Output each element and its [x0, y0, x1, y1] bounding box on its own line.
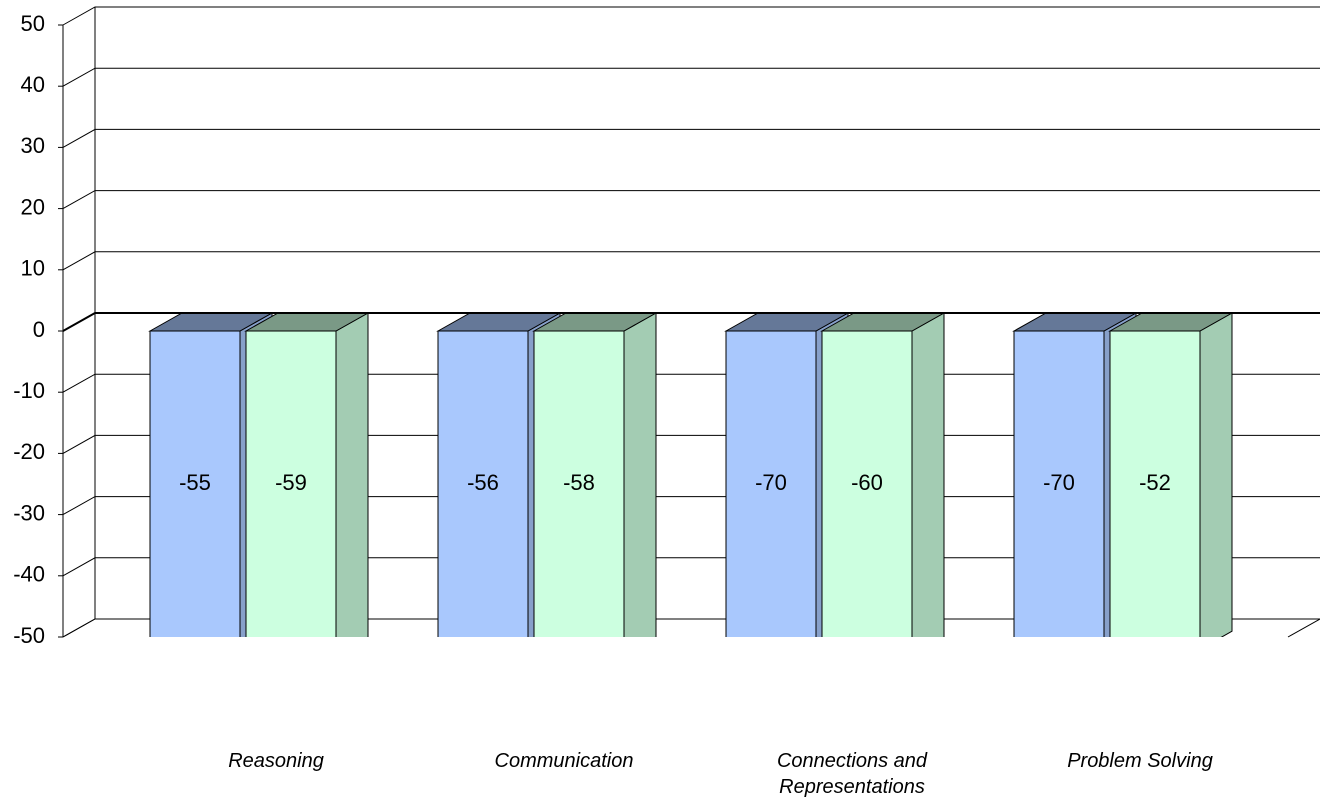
bar-side: [335, 312, 369, 637]
bar: [1109, 330, 1201, 637]
value-label: -59: [275, 470, 307, 495]
value-label: -60: [851, 470, 883, 495]
y-tick-label: -10: [13, 378, 45, 403]
grid-line: [62, 190, 1320, 210]
x-tick-label: Reasoning: [228, 750, 324, 772]
value-label: -70: [1043, 470, 1075, 495]
grid-line: [62, 128, 1320, 148]
value-label: -56: [467, 470, 499, 495]
y-tick-label: -30: [13, 500, 45, 525]
grid-line: [62, 6, 1320, 26]
bar: [437, 330, 529, 637]
y-tick-label: 0: [33, 317, 45, 342]
bar: [821, 330, 913, 637]
y-tick-label: -20: [13, 439, 45, 464]
y-tick-label: 30: [21, 133, 45, 158]
value-label: -70: [755, 470, 787, 495]
grid-line: [62, 67, 1320, 87]
x-tick-label: Communication: [494, 750, 634, 772]
bars: [148, 312, 1234, 637]
bar-side: [911, 312, 945, 637]
y-tick-label: -50: [13, 623, 45, 648]
bar-side: [1199, 312, 1233, 637]
bar: [725, 330, 817, 637]
value-label: -58: [563, 470, 595, 495]
x-tick-label: Connections and Representations: [776, 750, 928, 798]
y-tick-label: 40: [21, 72, 45, 97]
bar: [533, 330, 625, 637]
zero-line: [62, 312, 1320, 332]
y-tick-label: 50: [21, 11, 45, 36]
value-label: -55: [179, 470, 211, 495]
x-tick-label: Problem Solving: [1067, 750, 1213, 772]
bar: [1013, 330, 1105, 637]
bar-side: [623, 312, 657, 637]
value-label: -52: [1139, 470, 1171, 495]
y-tick-label: -40: [13, 562, 45, 587]
y-tick-label: 10: [21, 256, 45, 281]
bar: [149, 330, 241, 637]
grid-line: [62, 251, 1320, 271]
y-tick-label: 20: [21, 194, 45, 219]
bar: [245, 330, 337, 637]
